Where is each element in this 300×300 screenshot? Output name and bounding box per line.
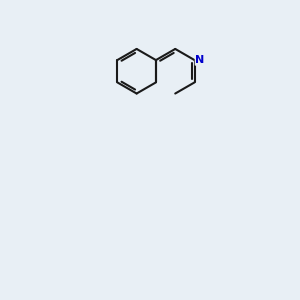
Text: N: N <box>195 55 205 65</box>
